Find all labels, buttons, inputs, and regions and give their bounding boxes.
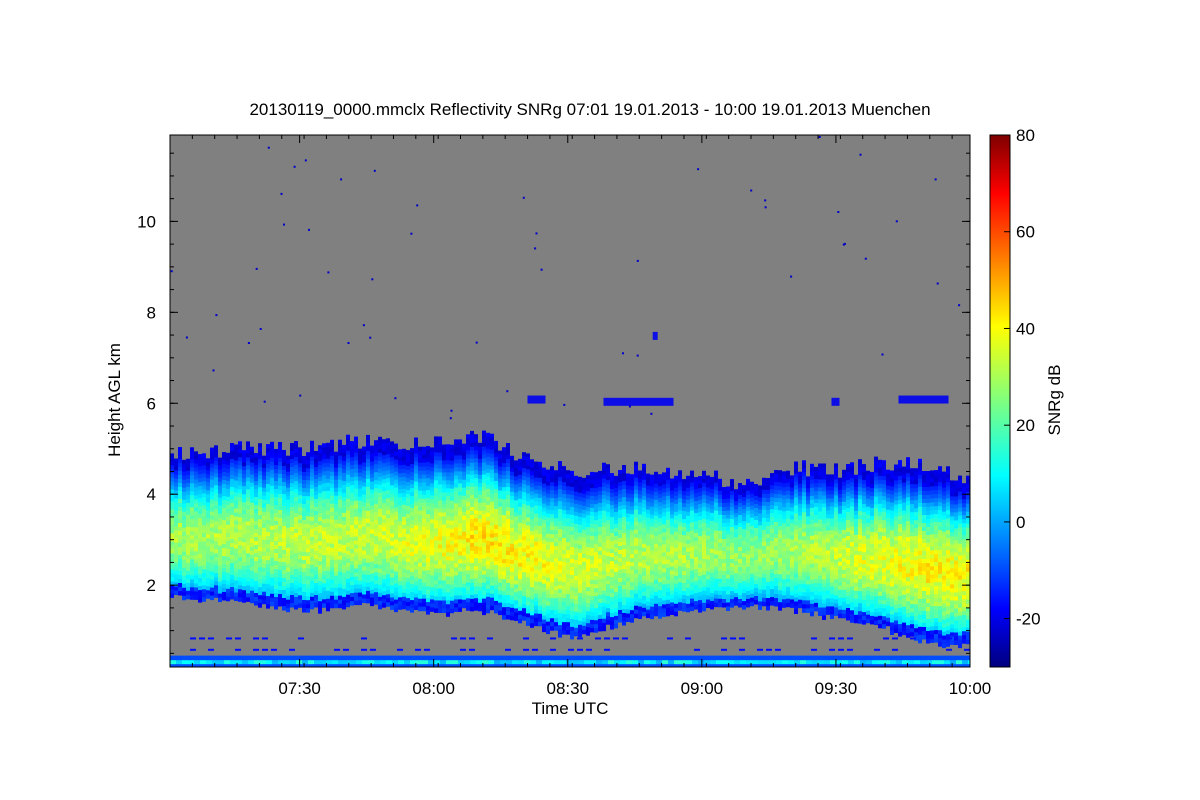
x-tick-label: 08:00 bbox=[412, 679, 455, 698]
colorbar-tick-label: -20 bbox=[1016, 610, 1041, 629]
y-tick-label: 4 bbox=[147, 485, 156, 504]
y-tick-label: 10 bbox=[137, 212, 156, 231]
colorbar-tick-label: 60 bbox=[1016, 223, 1035, 242]
x-tick-label: 09:00 bbox=[681, 679, 724, 698]
colorbar-tick-label: 40 bbox=[1016, 319, 1035, 338]
chart-title: 20130119_0000.mmclx Reflectivity SNRg 07… bbox=[249, 100, 930, 119]
x-tick-label: 08:30 bbox=[546, 679, 589, 698]
heatmap-layer bbox=[170, 136, 970, 667]
colorbar-ticks: -20 0 20 40 60 80 bbox=[1004, 126, 1041, 629]
x-axis-label: Time UTC bbox=[532, 699, 609, 718]
colorbar bbox=[989, 134, 1011, 668]
y-tick-label: 8 bbox=[147, 303, 156, 322]
y-axis: 2 4 6 8 10 bbox=[137, 152, 970, 654]
x-tick-label: 07:30 bbox=[278, 679, 321, 698]
y-tick-label: 6 bbox=[147, 394, 156, 413]
x-tick-label: 10:00 bbox=[949, 679, 992, 698]
y-axis-label: Height AGL km bbox=[105, 343, 124, 457]
plot-frame bbox=[169, 134, 971, 668]
y-tick-label: 2 bbox=[147, 576, 156, 595]
x-tick-label: 09:30 bbox=[815, 679, 858, 698]
colorbar-tick-label: 20 bbox=[1016, 416, 1035, 435]
x-axis: 07:30 08:00 08:30 09:00 09:30 10:00 bbox=[169, 135, 992, 698]
colorbar-tick-label: 80 bbox=[1016, 126, 1035, 145]
colorbar-label: SNRg dB bbox=[1045, 365, 1064, 436]
colorbar-tick-label: 0 bbox=[1016, 513, 1025, 532]
